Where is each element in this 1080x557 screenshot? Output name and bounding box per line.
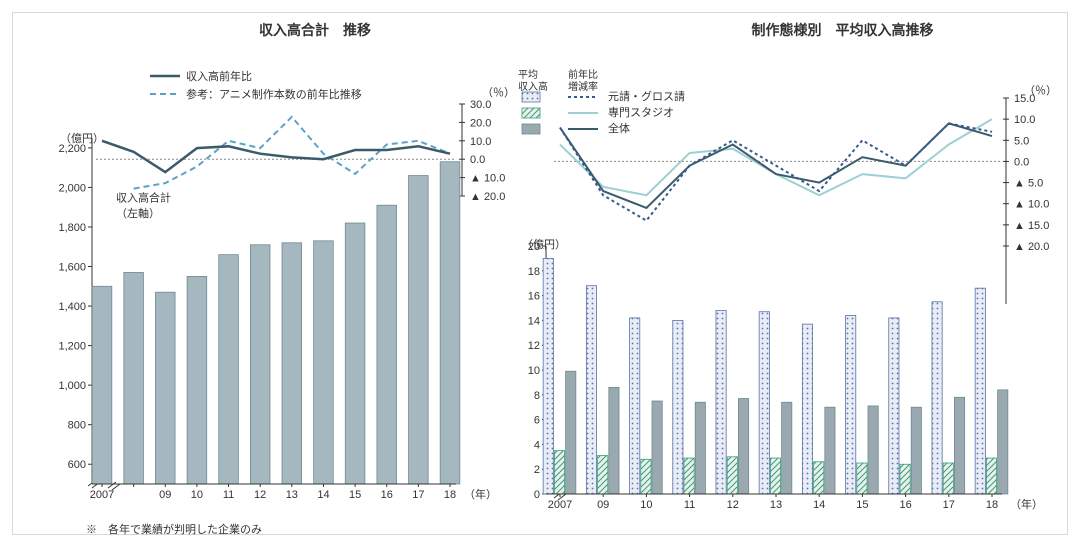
svg-text:1,400: 1,400: [58, 301, 86, 313]
svg-text:1,800: 1,800: [58, 222, 86, 234]
svg-text:10: 10: [640, 499, 652, 511]
svg-text:14: 14: [317, 489, 329, 501]
svg-text:増減率: 増減率: [568, 80, 598, 93]
svg-text:18: 18: [528, 266, 540, 278]
svg-text:15: 15: [856, 499, 868, 511]
right-chart-title: 制作態様別 平均収入高推移: [500, 20, 1065, 40]
svg-text:全体: 全体: [608, 121, 630, 135]
svg-text:13: 13: [286, 489, 298, 501]
svg-text:（年）: （年）: [464, 487, 497, 501]
svg-text:0: 0: [534, 489, 540, 501]
svg-text:12: 12: [528, 340, 540, 352]
svg-text:18: 18: [986, 499, 998, 511]
svg-text:収入高合計: 収入高合計: [116, 190, 171, 204]
svg-text:11: 11: [684, 499, 695, 511]
page: 収入高合計 推移 収入高前年比参考：アニメ制作本数の前年比推移（％）30.020…: [0, 0, 1080, 557]
svg-text:1,600: 1,600: [58, 262, 86, 274]
svg-text:30.0: 30.0: [470, 99, 491, 111]
svg-text:1,000: 1,000: [58, 380, 86, 392]
svg-text:17: 17: [412, 489, 424, 501]
svg-text:14: 14: [528, 315, 540, 327]
svg-text:17: 17: [943, 499, 955, 511]
svg-text:15.0: 15.0: [1014, 93, 1035, 105]
svg-text:16: 16: [528, 291, 540, 303]
left-chart: 収入高合計 推移 収入高前年比参考：アニメ制作本数の前年比推移（％）30.020…: [30, 20, 520, 525]
svg-text:▲ 5.0: ▲ 5.0: [1014, 178, 1043, 190]
svg-text:800: 800: [68, 420, 86, 432]
left-chart-svg: 収入高前年比参考：アニメ制作本数の前年比推移（％）30.020.010.00.0…: [30, 46, 520, 516]
svg-text:8: 8: [534, 390, 540, 402]
left-chart-footnote: ※ 各年で業績が判明した企業のみ: [86, 521, 520, 537]
svg-text:09: 09: [159, 489, 171, 501]
svg-text:5.0: 5.0: [1014, 135, 1029, 147]
svg-text:（年）: （年）: [1010, 497, 1043, 511]
svg-text:2007: 2007: [90, 489, 114, 501]
svg-text:2,000: 2,000: [58, 182, 86, 194]
svg-text:0.0: 0.0: [1014, 156, 1029, 168]
right-chart: 制作態様別 平均収入高推移 平均収入高 前年比増減率元請・グロス請専門スタジオ全体…: [500, 20, 1065, 525]
svg-text:2007: 2007: [548, 499, 572, 511]
svg-text:▲ 15.0: ▲ 15.0: [1014, 220, 1049, 232]
svg-text:10.0: 10.0: [470, 136, 491, 148]
svg-text:16: 16: [381, 489, 393, 501]
svg-text:▲ 20.0: ▲ 20.0: [1014, 241, 1049, 253]
svg-text:14: 14: [813, 499, 825, 511]
svg-text:専門スタジオ: 専門スタジオ: [608, 106, 674, 119]
svg-text:18: 18: [444, 489, 456, 501]
svg-text:4: 4: [534, 439, 540, 451]
right-chart-svg: 平均収入高前年比増減率元請・グロス請専門スタジオ全体（％）15.010.05.0…: [500, 46, 1065, 526]
svg-text:元請・グロス請: 元請・グロス請: [608, 89, 685, 103]
left-chart-title: 収入高合計 推移: [30, 20, 520, 40]
svg-text:10: 10: [191, 489, 203, 501]
svg-text:20: 20: [528, 241, 540, 253]
svg-text:0.0: 0.0: [470, 154, 485, 166]
svg-text:12: 12: [727, 499, 739, 511]
svg-text:1,200: 1,200: [58, 341, 86, 353]
svg-text:10: 10: [528, 365, 540, 377]
svg-text:6: 6: [534, 415, 540, 427]
svg-text:▲ 10.0: ▲ 10.0: [1014, 199, 1049, 211]
svg-text:2,200: 2,200: [58, 143, 86, 155]
svg-text:600: 600: [68, 459, 86, 471]
svg-text:11: 11: [223, 489, 234, 501]
svg-text:13: 13: [770, 499, 782, 511]
svg-text:前年比: 前年比: [568, 68, 598, 81]
svg-text:収入高前年比: 収入高前年比: [186, 69, 252, 83]
svg-text:16: 16: [899, 499, 911, 511]
svg-text:10.0: 10.0: [1014, 114, 1035, 126]
svg-text:20.0: 20.0: [470, 117, 491, 129]
svg-text:参考：アニメ制作本数の前年比推移: 参考：アニメ制作本数の前年比推移: [186, 87, 362, 101]
svg-text:収入高: 収入高: [518, 80, 548, 93]
svg-text:（左軸）: （左軸）: [116, 206, 160, 220]
svg-text:15: 15: [349, 489, 361, 501]
svg-text:平均: 平均: [518, 69, 538, 81]
svg-text:12: 12: [254, 489, 266, 501]
svg-text:09: 09: [597, 499, 609, 511]
svg-text:2: 2: [534, 464, 540, 476]
